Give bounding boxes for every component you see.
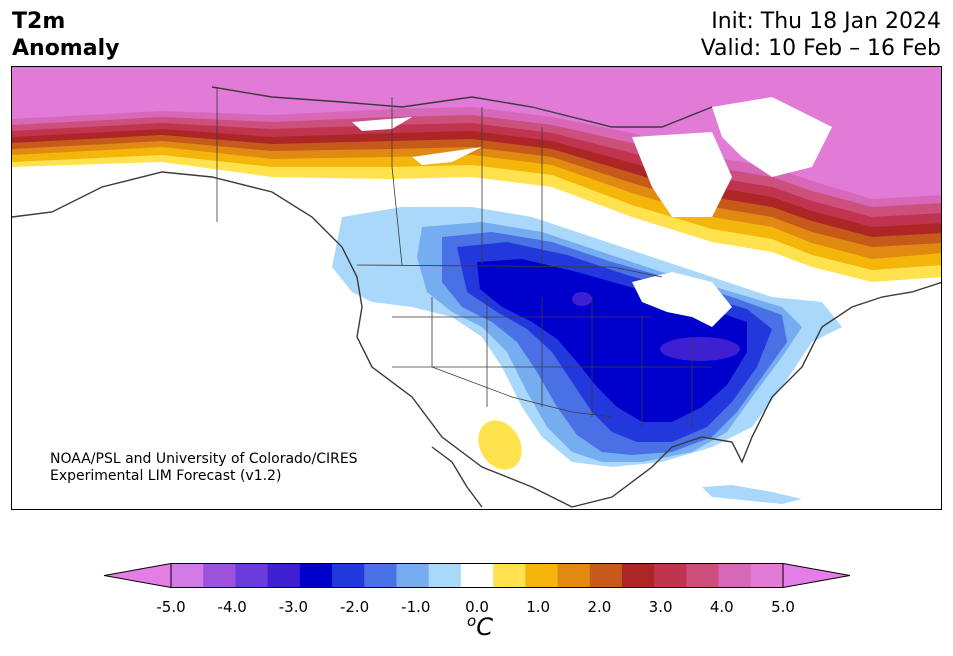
- title-line-2: Anomaly: [12, 36, 120, 61]
- greenland-ice: [712, 97, 832, 177]
- colorbar-tick-label: -5.0: [156, 598, 186, 616]
- colorbar-swatch: [171, 563, 204, 588]
- coastlines: [12, 86, 941, 508]
- unit-base: C: [476, 613, 493, 641]
- colorbar-swatch: [718, 563, 752, 588]
- colorbar-tick-label: 3.0: [648, 598, 673, 616]
- map-panel: NOAA/PSL and University of Colorado/CIRE…: [11, 66, 942, 510]
- colorbar-tick-label: 0.0: [465, 598, 489, 616]
- colorbar-tick-label: -2.0: [339, 598, 370, 616]
- colorbar-outline: [170, 563, 784, 588]
- colorbar-tick-label: 2.0: [587, 598, 612, 616]
- credit-text: NOAA/PSL and University of Colorado/CIRE…: [50, 451, 358, 485]
- colorbar-swatch: [621, 563, 655, 588]
- colorbar-unit: oC: [450, 612, 510, 641]
- arctic-inlet-2: [412, 147, 482, 165]
- colorbar-swatch: [493, 563, 526, 588]
- colorbar-tick-label: -3.0: [278, 598, 309, 616]
- borders: [216, 87, 712, 427]
- arctic-inlet-1: [352, 117, 412, 131]
- colorbar: [104, 563, 850, 588]
- colorbar-swatch: [235, 563, 269, 588]
- forecast-dates: Init: Thu 18 Jan 2024 Valid: 10 Feb – 16…: [701, 8, 941, 62]
- colorbar-tick-label: 4.0: [709, 598, 734, 616]
- colorbar-swatch: [557, 563, 591, 588]
- colorbar-swatch: [332, 563, 365, 588]
- warm-band-magenta: [12, 67, 941, 199]
- colorbar-tick-label: -4.0: [217, 598, 247, 616]
- colorbar-swatch: [750, 563, 784, 588]
- hudson-bay: [632, 132, 732, 217]
- colorbar-swatch: [460, 563, 494, 588]
- colorbar-swatch: [589, 563, 623, 588]
- cold-core-east: [660, 337, 740, 361]
- cold-band-darkblue: [477, 259, 747, 422]
- great-lakes: [632, 272, 732, 327]
- valid-date: Valid: 10 Feb – 16 Feb: [700, 36, 941, 61]
- colorbar-swatch: [428, 563, 462, 588]
- colorbar-swatch: [364, 563, 397, 588]
- colorbar-swatch: [203, 563, 236, 588]
- title-line-1: T2m: [12, 9, 66, 34]
- map-title: T2m Anomaly: [12, 8, 119, 62]
- colorbar-swatch: [299, 563, 333, 588]
- warm-blob-mexico: [478, 420, 522, 470]
- unit-degree: o: [467, 612, 477, 630]
- cold-patch-caribbean: [702, 485, 802, 504]
- colorbar-swatch: [654, 563, 687, 588]
- colorbar-swatch: [525, 563, 559, 588]
- cold-core-west: [572, 292, 592, 306]
- anomaly-map: [12, 67, 941, 509]
- colorbar-tick-label: -1.0: [401, 598, 431, 616]
- colorbar-swatch: [686, 563, 720, 588]
- colorbar-swatch: [267, 563, 301, 588]
- credit-line-2: Experimental LIM Forecast (v1.2): [50, 468, 282, 484]
- colorbar-tick-label: 5.0: [771, 598, 795, 616]
- colorbar-over-triangle: [782, 563, 850, 588]
- colorbar-swatch: [396, 563, 430, 588]
- colorbar-under-triangle: [104, 563, 172, 588]
- colorbar-tick-label: 1.0: [526, 598, 551, 616]
- credit-line-1: NOAA/PSL and University of Colorado/CIRE…: [50, 451, 358, 467]
- init-date: Init: Thu 18 Jan 2024: [711, 9, 941, 34]
